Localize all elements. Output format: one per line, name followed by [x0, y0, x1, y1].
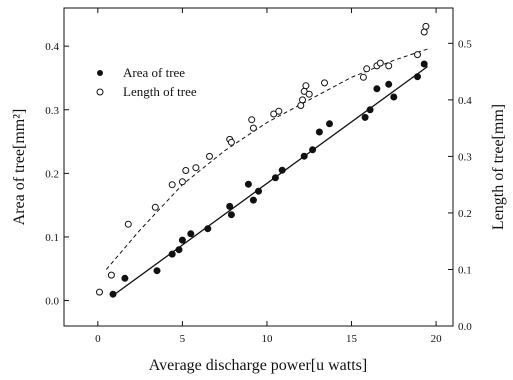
- x-tick-label: 20: [431, 333, 443, 345]
- point-area: [109, 290, 117, 298]
- point-length: [192, 164, 200, 172]
- point-length: [124, 220, 132, 228]
- legend-marker-area: [97, 70, 103, 76]
- point-length: [321, 79, 328, 87]
- fit-line-area: [112, 65, 428, 297]
- point-area: [226, 202, 234, 210]
- point-length: [422, 22, 430, 30]
- y-right-tick-label: 0.1: [458, 264, 472, 276]
- point-length: [359, 73, 367, 81]
- point-area: [187, 230, 195, 238]
- point-length: [227, 138, 235, 146]
- point-area: [315, 128, 323, 136]
- point-length: [302, 82, 310, 90]
- point-length: [182, 167, 190, 174]
- fit-line-length: [105, 48, 428, 270]
- ticks-layer: 0 5 10 15 20 0.0 0.1 0.2 0.3 0.4 0.0 0.1 0.2 0.3 0.4 0.…: [45, 8, 472, 345]
- point-area: [249, 196, 257, 204]
- point-length: [96, 288, 103, 296]
- legend-marker-length: [96, 88, 104, 96]
- point-length: [420, 28, 428, 36]
- point-area: [153, 267, 161, 275]
- data-points-layer: [96, 22, 430, 298]
- x-axis-label: Average discharge power[u watts]: [149, 357, 367, 374]
- point-length: [168, 181, 176, 189]
- point-length: [107, 271, 115, 279]
- point-area: [121, 274, 129, 282]
- legend: Area of tree Length of tree: [96, 65, 197, 99]
- point-area: [178, 236, 186, 244]
- point-area: [390, 93, 398, 101]
- x-tick-label: 0: [95, 333, 101, 345]
- point-length: [151, 203, 159, 211]
- point-length: [275, 107, 283, 115]
- point-area: [244, 180, 252, 188]
- point-area: [300, 152, 308, 160]
- point-area: [373, 85, 381, 93]
- point-area: [255, 187, 262, 195]
- point-area: [414, 73, 421, 81]
- point-area: [168, 250, 176, 258]
- y-left-tick-label: 0.0: [45, 296, 59, 308]
- point-length: [305, 90, 313, 98]
- point-area: [278, 166, 286, 174]
- point-length: [376, 59, 384, 67]
- y-left-tick-label: 0.1: [45, 232, 59, 244]
- point-area: [271, 174, 279, 182]
- point-length: [297, 102, 305, 109]
- point-area: [361, 113, 369, 121]
- point-length: [206, 152, 213, 160]
- point-length: [363, 65, 371, 73]
- legend-label-length: Length of tree: [123, 84, 197, 99]
- point-area: [309, 146, 317, 154]
- point-area: [227, 211, 235, 219]
- y-right-tick-label: 0.2: [458, 208, 472, 220]
- y-left-tick-label: 0.2: [45, 168, 59, 180]
- point-length: [178, 178, 186, 186]
- y-axis-label-right: Length of tree[mm]: [490, 104, 507, 230]
- point-area: [204, 225, 212, 233]
- point-area: [420, 60, 428, 68]
- y-axis-label-left: Area of tree[mm²]: [11, 109, 28, 226]
- plot-frame: [63, 7, 454, 327]
- point-area: [175, 246, 183, 254]
- y-right-tick-label: 0.0: [458, 321, 472, 333]
- y-right-tick-label: 0.5: [458, 38, 472, 50]
- y-right-tick-label: 0.4: [458, 95, 472, 107]
- x-tick-label: 5: [180, 333, 186, 345]
- x-tick-label: 10: [261, 333, 273, 345]
- y-left-tick-label: 0.3: [45, 105, 59, 117]
- legend-label-area: Area of tree: [123, 65, 185, 80]
- point-area: [385, 80, 393, 88]
- y-left-tick-label: 0.4: [45, 41, 59, 53]
- point-length: [248, 116, 256, 124]
- point-area: [366, 106, 374, 114]
- point-length: [299, 96, 306, 104]
- point-length: [414, 51, 421, 59]
- point-area: [326, 120, 333, 128]
- point-length: [249, 124, 257, 132]
- point-length: [385, 62, 393, 70]
- y-right-tick-label: 0.3: [458, 151, 472, 163]
- x-tick-label: 15: [346, 333, 358, 345]
